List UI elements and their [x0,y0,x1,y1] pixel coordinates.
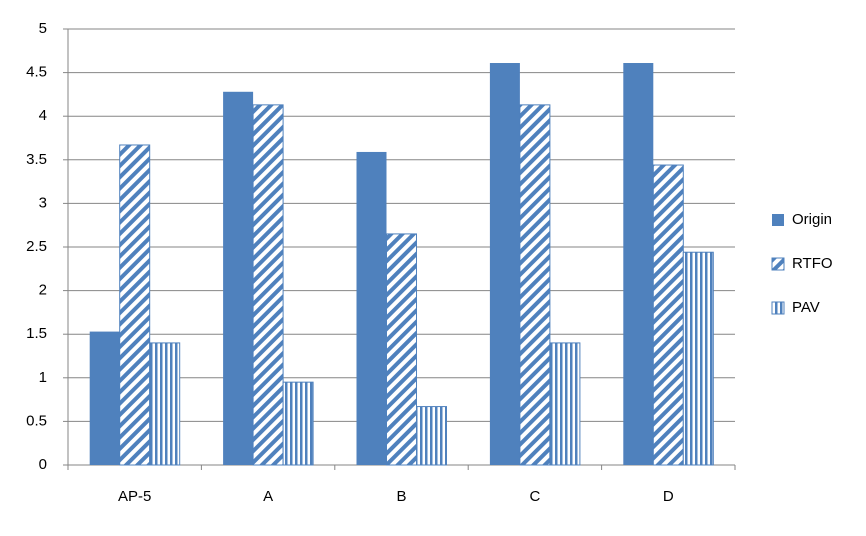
bar [89,331,120,465]
legend-label: Origin [792,211,832,228]
bar [682,251,714,466]
x-tick-label: AP-5 [118,488,151,505]
bar [223,91,254,465]
y-tick-label: 3.5 [26,151,47,168]
y-tick-label: 4.5 [26,64,47,81]
x-tick-label: A [263,488,273,505]
legend-swatch [771,257,785,271]
y-tick-label: 2 [39,282,47,299]
bar [252,104,284,466]
y-tick-label: 2.5 [26,238,47,255]
bar [652,164,684,466]
x-tick-label: C [529,488,540,505]
y-tick-label: 4 [39,107,47,124]
y-tick-label: 0.5 [26,412,47,429]
bar [519,104,551,466]
bar [149,342,181,466]
bar [549,342,581,466]
bar [623,63,654,466]
x-tick-label: D [663,488,674,505]
bar [119,144,151,466]
bar [489,63,520,466]
legend-label: PAV [792,299,820,316]
bar [356,151,387,465]
x-tick-label: B [396,488,406,505]
y-tick-label: 5 [39,20,47,37]
legend-swatch [771,301,785,315]
bar [416,406,447,466]
legend-swatch [772,214,784,226]
y-tick-label: 1.5 [26,325,47,342]
y-tick-label: 3 [39,194,47,211]
legend-label: RTFO [792,255,833,272]
y-tick-label: 1 [39,369,47,386]
bar [282,381,314,466]
bar [386,233,417,466]
y-tick-label: 0 [39,456,47,473]
